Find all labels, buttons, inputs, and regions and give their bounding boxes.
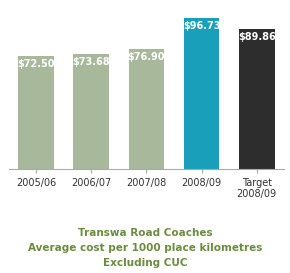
Bar <box>73 54 109 169</box>
Text: $96.73: $96.73 <box>183 22 220 31</box>
Bar <box>18 56 54 169</box>
Bar <box>128 49 164 169</box>
Text: $72.50: $72.50 <box>17 59 55 69</box>
Text: $76.90: $76.90 <box>128 52 165 63</box>
Bar <box>239 29 275 169</box>
Text: Transwa Road Coaches
Average cost per 1000 place kilometres
Excluding CUC: Transwa Road Coaches Average cost per 10… <box>28 228 262 268</box>
Bar <box>184 18 220 169</box>
Text: $73.68: $73.68 <box>72 57 110 67</box>
Text: $89.86: $89.86 <box>238 32 276 42</box>
